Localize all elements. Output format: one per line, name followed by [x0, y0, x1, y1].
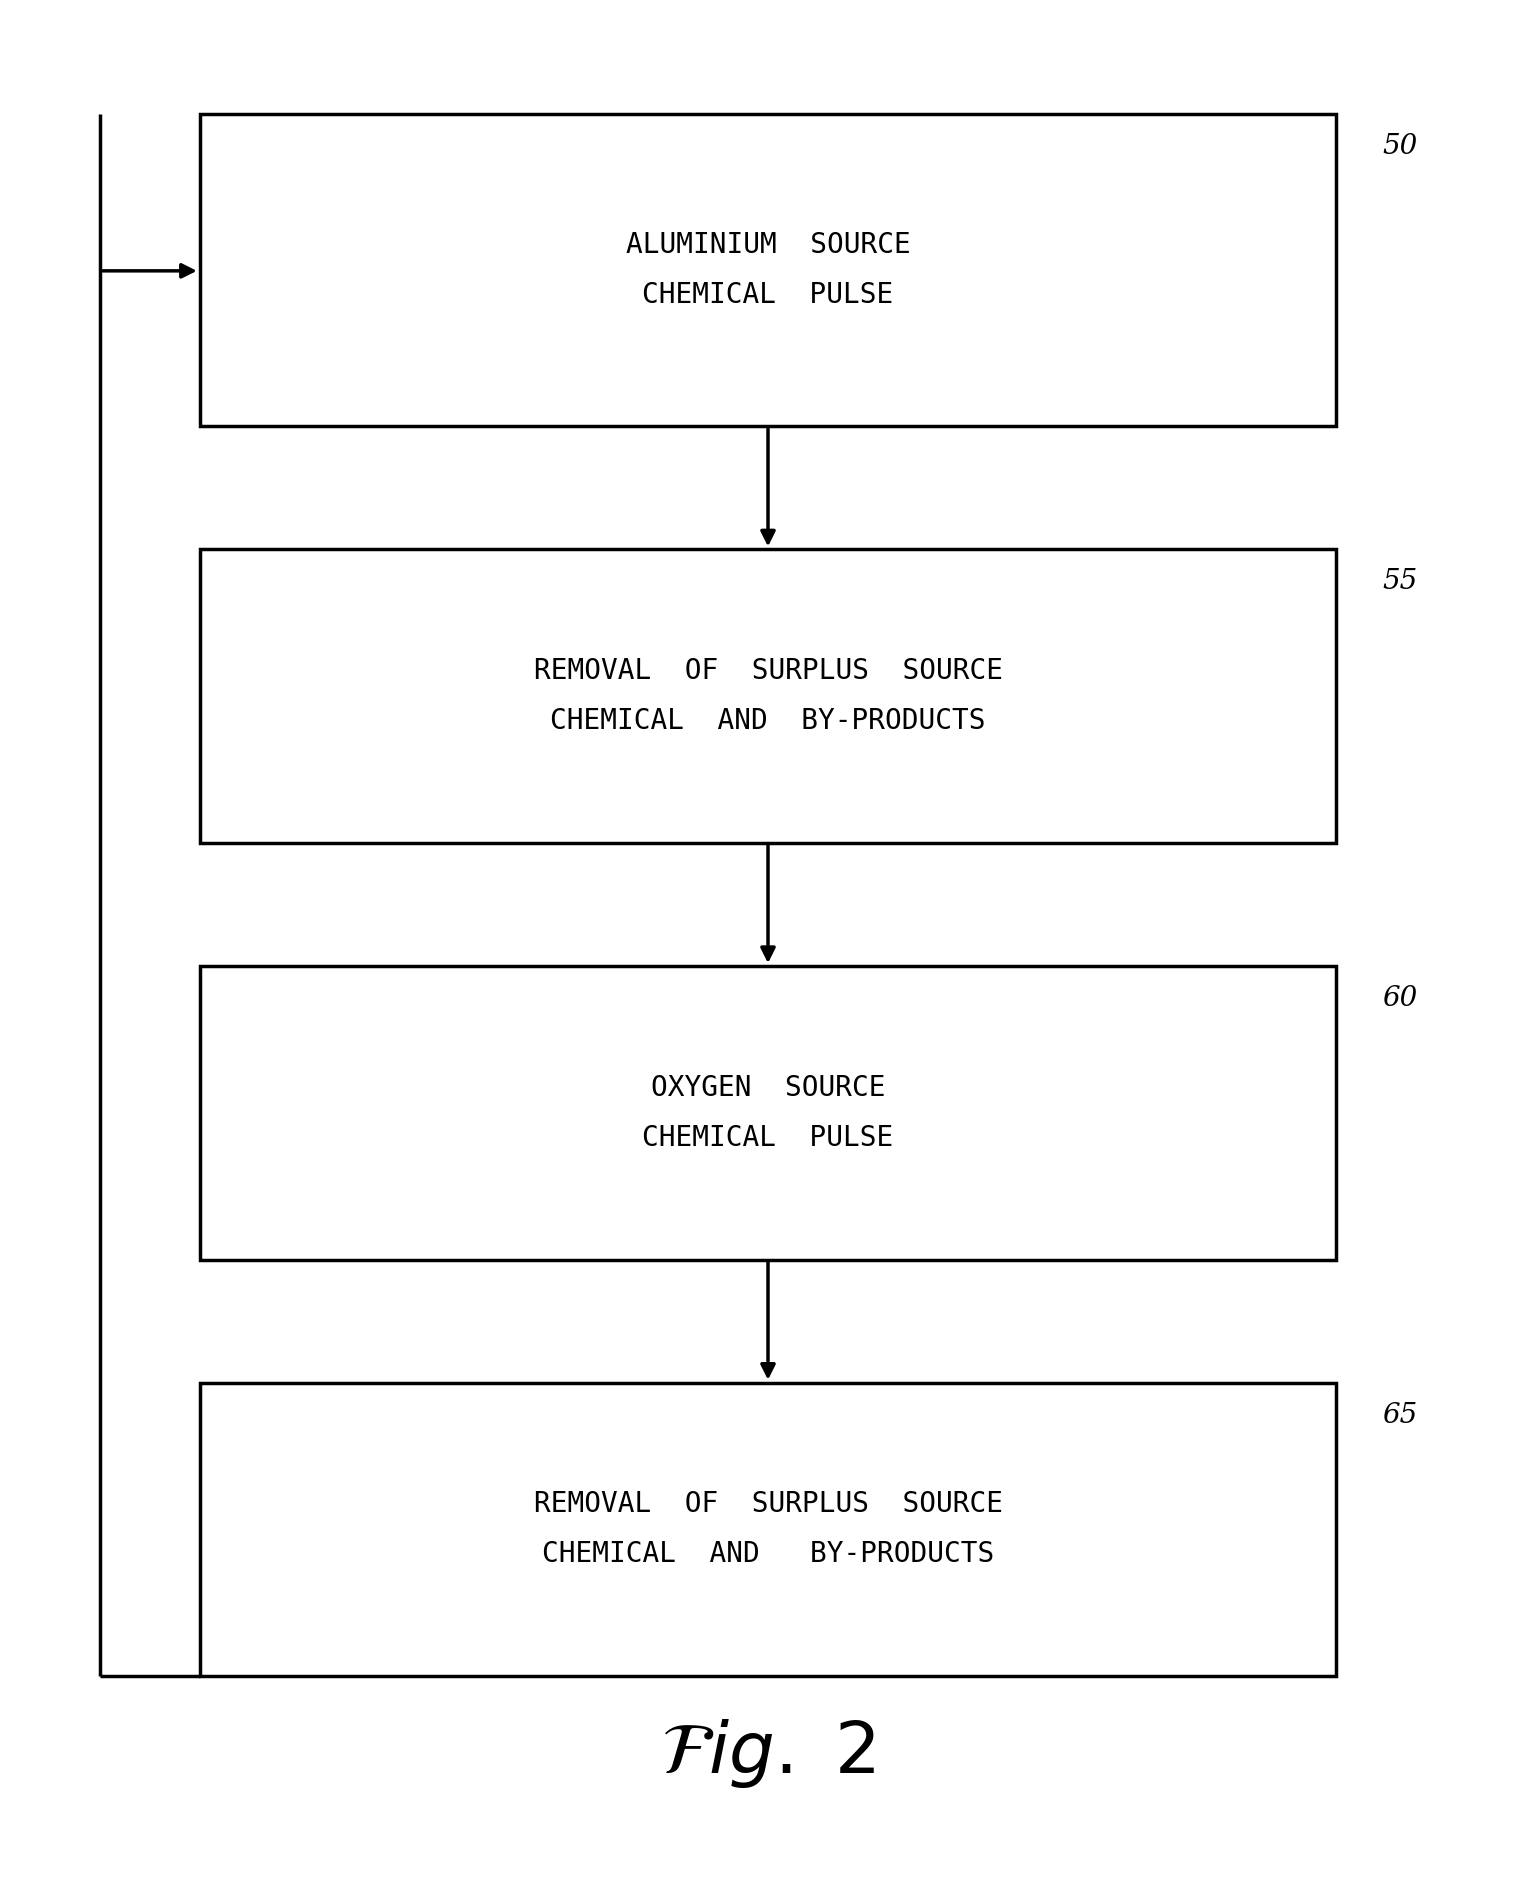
Text: ALUMINIUM  SOURCE
CHEMICAL  PULSE: ALUMINIUM SOURCE CHEMICAL PULSE — [625, 231, 911, 309]
Text: 50: 50 — [1382, 133, 1418, 159]
Bar — [200, 966, 1336, 1260]
Bar — [200, 549, 1336, 843]
Text: OXYGEN  SOURCE
CHEMICAL  PULSE: OXYGEN SOURCE CHEMICAL PULSE — [642, 1074, 894, 1152]
Text: 55: 55 — [1382, 568, 1418, 595]
Bar — [200, 114, 1336, 426]
Bar — [200, 1383, 1336, 1676]
Text: $\mathcal{F}ig.~2$: $\mathcal{F}ig.~2$ — [660, 1716, 876, 1790]
Text: REMOVAL  OF  SURPLUS  SOURCE
CHEMICAL  AND   BY-PRODUCTS: REMOVAL OF SURPLUS SOURCE CHEMICAL AND B… — [533, 1491, 1003, 1568]
Text: REMOVAL  OF  SURPLUS  SOURCE
CHEMICAL  AND  BY-PRODUCTS: REMOVAL OF SURPLUS SOURCE CHEMICAL AND B… — [533, 657, 1003, 735]
Text: 65: 65 — [1382, 1402, 1418, 1428]
Text: 60: 60 — [1382, 985, 1418, 1011]
